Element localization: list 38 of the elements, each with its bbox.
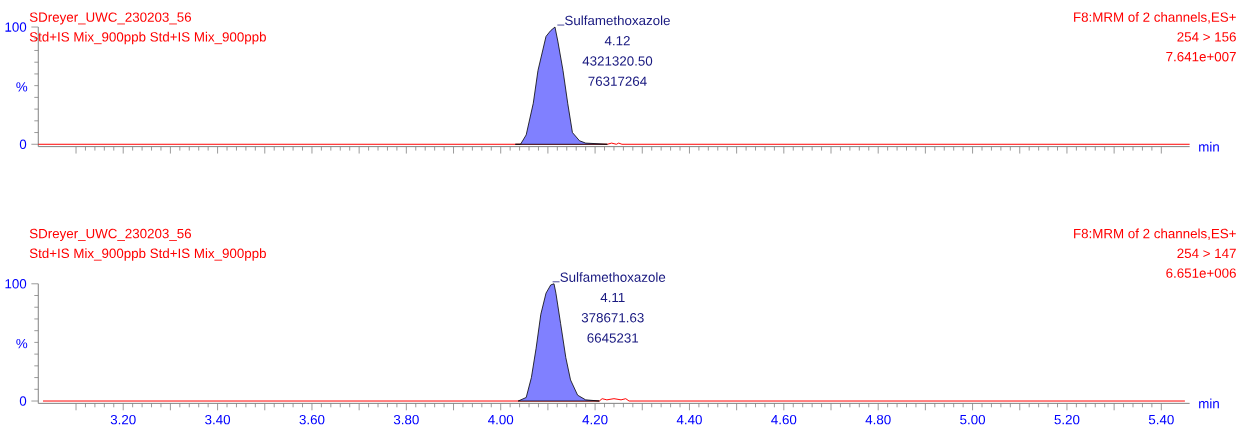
annotation: 4.12 xyxy=(604,36,630,46)
chart-title: SDreyer_UWC_230203_56 xyxy=(29,12,192,25)
x-axis-title: min xyxy=(1199,398,1219,409)
text: 254 > 147 xyxy=(1177,248,1236,259)
y-tick-label: 100 xyxy=(5,22,27,32)
chart-subtitle: Std+IS Mix_900ppb Std+IS Mix_900ppb xyxy=(29,248,266,261)
x-tick-label: 3.20 xyxy=(110,415,136,425)
chart-subtitle: Std+IS Mix_900ppb Std+IS Mix_900ppb xyxy=(29,31,266,45)
text: 6.651e+006 xyxy=(1166,268,1236,278)
x-tick-label: 4.60 xyxy=(771,415,797,425)
x-tick-label: 4.80 xyxy=(865,415,891,425)
y-tick-label: 100 xyxy=(5,279,27,289)
annotation: Sulfamethoxazole xyxy=(565,15,670,26)
annotation: Sulfamethoxazole xyxy=(560,272,666,283)
text: F8:MRM of 2 channels,ES+ xyxy=(1074,228,1236,240)
x-tick-label: 5.00 xyxy=(960,415,986,425)
x-tick-label: 4.00 xyxy=(488,415,514,425)
x-tick-label: 4.20 xyxy=(582,415,608,425)
y-tick-label: 0 xyxy=(19,396,27,406)
y-axis-title: % xyxy=(16,338,28,349)
chart-title: SDreyer_UWC_230203_56 xyxy=(29,228,192,242)
annotation: 254 > 156 xyxy=(1177,32,1236,42)
x-tick-label: 5.20 xyxy=(1054,415,1080,425)
x-tick-label: 4.40 xyxy=(676,415,702,425)
annotation: 4.11 xyxy=(600,292,625,303)
annotation: 4321320.50 xyxy=(582,56,653,66)
annotation: 76317264 xyxy=(588,76,647,87)
x-tick-label: 3.60 xyxy=(299,415,325,425)
annotation: 6645231 xyxy=(587,333,639,343)
y-tick-label: 0 xyxy=(19,139,27,150)
y-axis-title: % xyxy=(16,82,28,92)
annotation: 7.641e+007 xyxy=(1166,52,1236,62)
x-tick-label: 3.80 xyxy=(393,415,419,425)
x-tick-label: 3.40 xyxy=(205,415,231,425)
x-axis-title: min xyxy=(1199,141,1219,152)
annotation: 378671.63 xyxy=(581,313,644,323)
x-tick-label: 5.40 xyxy=(1148,415,1174,425)
text: F8:MRM of 2 channels,ES+ xyxy=(1074,12,1236,24)
